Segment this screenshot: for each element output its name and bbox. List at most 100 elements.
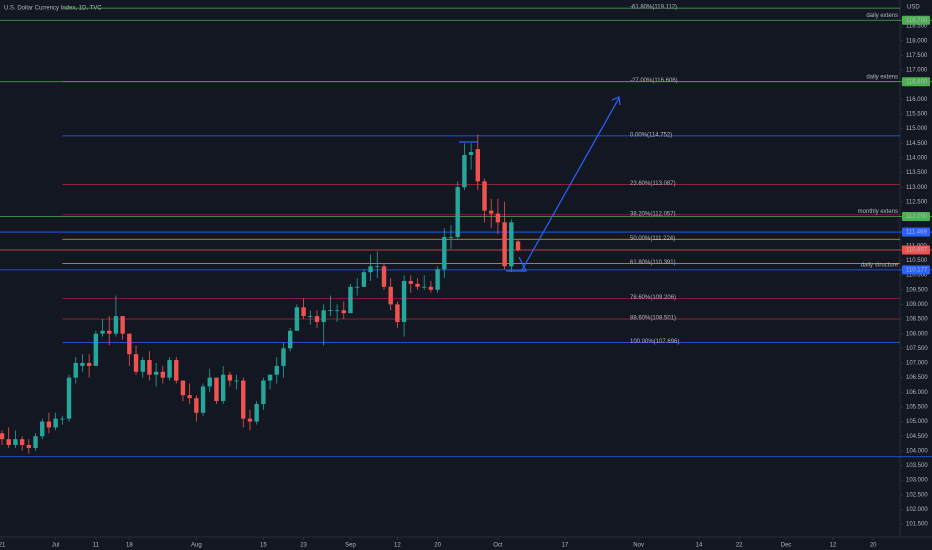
price-tag xyxy=(902,227,930,237)
price-tag xyxy=(902,245,930,255)
candle-body xyxy=(86,362,92,366)
candle-body xyxy=(107,330,112,334)
x-tick-label: 17 xyxy=(562,543,569,549)
price-tag-label: 112.000 xyxy=(906,214,928,220)
y-tick-label: 105.000 xyxy=(906,419,928,425)
price-tag-label: 118.700 xyxy=(906,18,928,24)
candle-body xyxy=(26,445,32,448)
candle-body xyxy=(93,333,99,366)
line-note: daily structure xyxy=(861,262,899,268)
y-tick-label: 116.000 xyxy=(906,97,928,103)
candle-body xyxy=(153,371,159,375)
candle-body xyxy=(207,377,212,387)
y-tick-label: 104.000 xyxy=(906,448,928,454)
candle-body xyxy=(60,418,65,420)
arrow-head xyxy=(611,96,621,106)
fib-label: -61.80%(119.112) xyxy=(630,5,677,11)
y-tick-label: 109.500 xyxy=(906,287,928,293)
x-tick-label: Dec xyxy=(781,543,792,549)
candle-body xyxy=(502,222,507,267)
candle-body xyxy=(6,439,11,446)
x-tick-label: 20 xyxy=(434,543,441,549)
candle-body xyxy=(180,380,186,396)
x-tick-label: Aug xyxy=(191,543,202,549)
candle-body xyxy=(308,316,313,317)
x-tick-label: 12 xyxy=(830,543,837,549)
candle-body xyxy=(147,360,152,375)
candle-body xyxy=(361,272,367,287)
candle-body xyxy=(294,307,300,331)
price-tag xyxy=(902,77,930,87)
candle-body xyxy=(66,377,72,419)
candle-body xyxy=(160,371,166,378)
candle-body xyxy=(227,374,233,381)
price-tag xyxy=(902,265,930,275)
candle-body xyxy=(388,286,393,305)
candle-body xyxy=(174,360,179,381)
chart-title: U.S. Dollar Currency Index, 1D, TVC xyxy=(4,6,102,12)
fib-label: 78.60%(109.206) xyxy=(630,295,676,301)
x-tick-label: 20 xyxy=(870,543,877,549)
candle-body xyxy=(354,286,360,288)
y-tick-label: 106.500 xyxy=(906,375,928,381)
currency: USD xyxy=(907,5,920,11)
y-tick-label: 101.500 xyxy=(906,522,928,528)
fib-label: 61.80%(110.391) xyxy=(630,260,676,266)
candle-body xyxy=(395,304,400,322)
candle-body xyxy=(328,310,333,312)
fib-label: 23.60%(113.087) xyxy=(630,181,676,187)
fib-label: 0.00%(114.752) xyxy=(630,132,672,138)
candle-body xyxy=(254,403,259,422)
y-tick-label: 110.000 xyxy=(906,273,928,279)
y-tick-label: 112.500 xyxy=(906,199,928,205)
y-tick-label: 102.500 xyxy=(906,492,928,498)
y-tick-label: 105.500 xyxy=(906,405,928,411)
candle-body xyxy=(220,374,226,402)
x-tick-label: 22 xyxy=(736,543,743,549)
candle-body xyxy=(120,316,125,334)
x-tick-label: 14 xyxy=(696,543,703,549)
x-tick-label: 23 xyxy=(300,543,307,549)
candle-body xyxy=(381,266,387,287)
candle-body xyxy=(241,380,246,419)
candle-body xyxy=(489,210,494,214)
candle-body xyxy=(267,374,273,381)
x-tick-label: 11 xyxy=(93,543,100,549)
candle-body xyxy=(127,333,132,355)
candle-body xyxy=(274,365,279,375)
y-tick-label: 103.500 xyxy=(906,463,928,469)
price-tag-label: 110.857 xyxy=(906,248,928,254)
y-tick-label: 104.500 xyxy=(906,434,928,440)
candle-body xyxy=(40,421,45,437)
candle-body xyxy=(13,439,18,446)
x-tick-label: 21 xyxy=(0,543,6,549)
line-note: monthly extens xyxy=(858,209,898,215)
candle-body xyxy=(442,237,447,270)
candle-body xyxy=(133,354,139,372)
y-tick-label: 114.000 xyxy=(906,155,928,161)
y-tick-label: 113.500 xyxy=(906,170,928,176)
x-tick-label: 18 xyxy=(126,543,133,549)
price-tag xyxy=(902,15,930,25)
candle-body xyxy=(468,152,474,155)
y-tick-label: 109.000 xyxy=(906,302,928,308)
price-tag-label: 111.469 xyxy=(906,230,927,236)
candle-body xyxy=(448,237,454,238)
candle-body xyxy=(73,362,78,378)
candle-body xyxy=(301,307,306,317)
line-note: daily extens xyxy=(866,13,898,19)
candle-body xyxy=(462,154,467,188)
candle-body xyxy=(428,286,434,290)
y-tick-label: 118.000 xyxy=(906,38,928,44)
x-tick-label: Sep xyxy=(345,543,356,549)
candle-body xyxy=(214,377,219,402)
candle-body xyxy=(194,398,199,413)
candle-body xyxy=(113,316,119,334)
y-tick-label: 114.500 xyxy=(906,141,928,147)
y-tick-label: 108.500 xyxy=(906,317,928,323)
x-tick-label: Jul xyxy=(52,543,60,549)
x-tick-label: Nov xyxy=(633,543,644,549)
y-tick-label: 106.000 xyxy=(906,390,928,396)
fib-label: 50.00%(111.224) xyxy=(630,236,675,242)
